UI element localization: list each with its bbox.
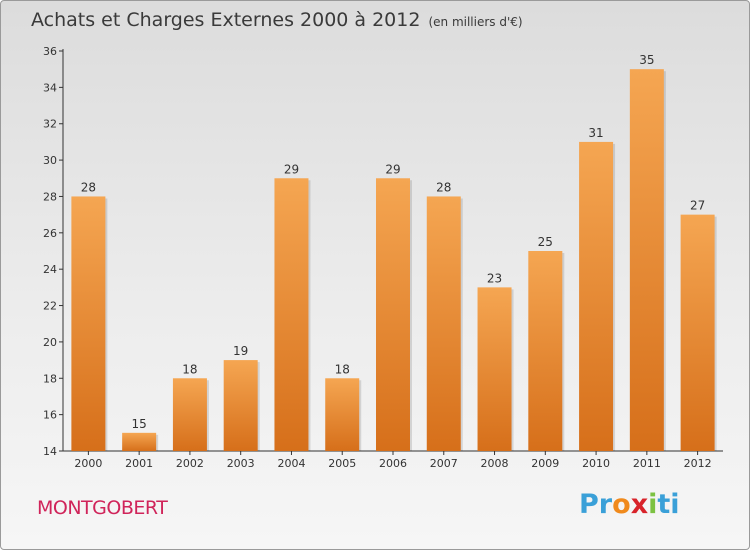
logo-letter: i bbox=[648, 489, 658, 520]
x-tick-label: 2002 bbox=[176, 457, 204, 470]
x-tick-label: 2008 bbox=[481, 457, 509, 470]
commune-name: MONTGOBERT bbox=[37, 497, 168, 519]
bar-2005 bbox=[325, 378, 360, 451]
x-tick-label: 2005 bbox=[328, 457, 356, 470]
value-label: 35 bbox=[639, 53, 654, 67]
y-tick-label: 14 bbox=[43, 445, 57, 458]
y-tick: 26 bbox=[43, 227, 63, 240]
y-tick-label: 24 bbox=[43, 263, 57, 276]
bar-2007 bbox=[426, 196, 461, 451]
value-label: 31 bbox=[588, 126, 603, 140]
y-tick: 32 bbox=[43, 118, 63, 131]
bar-2004 bbox=[274, 178, 309, 452]
bar-2008 bbox=[477, 287, 512, 451]
y-tick: 28 bbox=[43, 190, 63, 203]
x-tick-label: 2004 bbox=[277, 457, 305, 470]
x-tick-label: 2009 bbox=[531, 457, 559, 470]
value-label: 28 bbox=[436, 180, 451, 194]
y-tick: 30 bbox=[43, 154, 63, 167]
bar-2001 bbox=[122, 432, 157, 451]
y-tick-label: 22 bbox=[43, 300, 57, 313]
y-tick-label: 36 bbox=[43, 45, 57, 58]
y-tick: 14 bbox=[43, 445, 63, 458]
chart-title: Achats et Charges Externes 2000 à 2012 (e… bbox=[31, 9, 523, 31]
y-tick-label: 30 bbox=[43, 154, 57, 167]
y-tick-label: 18 bbox=[43, 372, 57, 385]
x-tick-label: 2006 bbox=[379, 457, 407, 470]
logo-letter: r bbox=[598, 489, 613, 520]
value-label: 15 bbox=[132, 417, 147, 431]
bar-2002 bbox=[172, 378, 207, 451]
value-label: 27 bbox=[690, 199, 705, 213]
value-label: 29 bbox=[385, 162, 400, 176]
y-tick-label: 28 bbox=[43, 190, 57, 203]
y-tick: 22 bbox=[43, 300, 63, 313]
bars: 28 15 18 19 29 18 29 28 23 25 31 35 27 bbox=[71, 53, 717, 452]
y-tick: 24 bbox=[43, 263, 63, 276]
x-tick-label: 2010 bbox=[582, 457, 610, 470]
y-tick: 36 bbox=[43, 45, 63, 58]
bar-2011 bbox=[629, 69, 664, 451]
bar-2009 bbox=[528, 251, 563, 451]
value-label: 29 bbox=[284, 162, 299, 176]
value-label: 18 bbox=[335, 362, 350, 376]
y-tick-label: 20 bbox=[43, 336, 57, 349]
proxiti-logo: Proxiti bbox=[579, 489, 680, 520]
y-tick-label: 32 bbox=[43, 118, 57, 131]
value-label: 25 bbox=[538, 235, 553, 249]
bar-2003 bbox=[223, 360, 258, 451]
x-tick-label: 2012 bbox=[684, 457, 712, 470]
value-label: 18 bbox=[182, 362, 197, 376]
chart-unit: (en milliers d'€) bbox=[428, 15, 523, 29]
y-tick-label: 34 bbox=[43, 81, 57, 94]
value-label: 23 bbox=[487, 271, 502, 285]
y-tick: 16 bbox=[43, 409, 63, 422]
logo-letter: o bbox=[612, 489, 631, 520]
logo-letter: i bbox=[670, 489, 680, 520]
x-tick-label: 2000 bbox=[74, 457, 102, 470]
logo-letter: P bbox=[579, 489, 599, 520]
value-label: 28 bbox=[81, 180, 96, 194]
bar-2000 bbox=[71, 196, 106, 451]
y-tick: 34 bbox=[43, 81, 63, 94]
bar-2006 bbox=[376, 178, 410, 452]
bar-2010 bbox=[579, 141, 614, 451]
y-tick: 18 bbox=[43, 372, 63, 385]
logo-letter: x bbox=[630, 489, 649, 520]
chart-title-text: Achats et Charges Externes 2000 à 2012 bbox=[31, 9, 421, 31]
logo-letter: t bbox=[657, 489, 671, 520]
bar-2012 bbox=[680, 214, 715, 451]
x-tick-label: 2007 bbox=[430, 457, 458, 470]
x-tick-label: 2011 bbox=[633, 457, 661, 470]
x-tick-label: 2003 bbox=[227, 457, 255, 470]
y-tick-label: 26 bbox=[43, 227, 57, 240]
value-label: 19 bbox=[233, 344, 248, 358]
y-tick-label: 16 bbox=[43, 409, 57, 422]
y-tick: 20 bbox=[43, 336, 63, 349]
x-tick-label: 2001 bbox=[125, 457, 153, 470]
